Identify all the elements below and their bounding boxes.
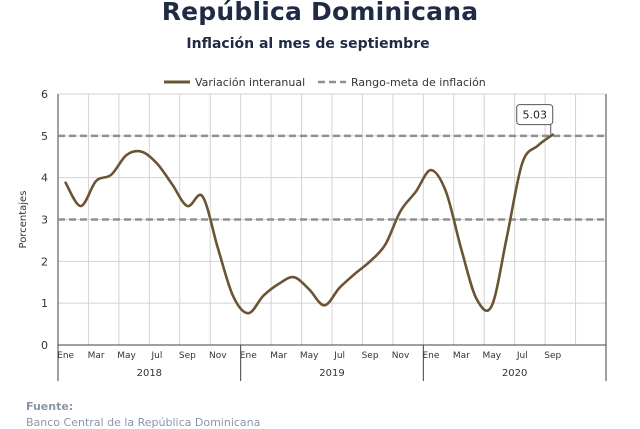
annotation-label: 5.03 xyxy=(522,109,547,122)
x-tick-label: Ene xyxy=(422,351,439,361)
y-tick-label: 2 xyxy=(41,255,48,268)
x-tick-label: Sep xyxy=(362,351,379,361)
y-tick-label: 6 xyxy=(41,88,48,101)
y-tick-label: 0 xyxy=(41,339,48,352)
x-tick-label: Sep xyxy=(179,351,196,361)
legend-label-target: Rango-meta de inflación xyxy=(351,76,486,89)
chart-subtitle: Inflación al mes de septiembre xyxy=(186,36,430,52)
x-tick-label: Sep xyxy=(544,351,561,361)
y-tick-label: 3 xyxy=(41,214,48,227)
x-tick-label: Mar xyxy=(453,351,470,361)
x-tick-label: May xyxy=(300,351,319,361)
year-label: 2020 xyxy=(502,368,527,379)
y-axis-title: Porcentajes xyxy=(18,191,29,249)
annotation-box xyxy=(516,104,554,126)
y-tick-label: 5 xyxy=(41,130,48,143)
inflation-series-line xyxy=(64,133,554,315)
y-tick-label: 4 xyxy=(41,172,48,185)
year-label: 2018 xyxy=(137,368,162,379)
x-tick-label: Nov xyxy=(392,351,410,361)
x-tick-label: Jul xyxy=(516,351,528,361)
x-tick-label: Nov xyxy=(209,351,227,361)
year-label: 2019 xyxy=(319,368,344,379)
source-label: Fuente: xyxy=(26,400,74,413)
legend-label-series: Variación interanual xyxy=(195,76,305,89)
x-tick-label: Mar xyxy=(88,351,105,361)
chart-title: República Dominicana xyxy=(161,0,479,26)
x-tick-label: Ene xyxy=(57,351,74,361)
y-tick-label: 1 xyxy=(41,297,48,310)
inflation-line-chart: 0 1 2 3 4 5 6 Porcentajes Ene Mar May Jul Sep Nov Ene M… xyxy=(18,76,607,381)
x-tick-label: May xyxy=(483,351,502,361)
x-tick-label: Ene xyxy=(240,351,257,361)
source-text: Banco Central de la República Dominicana xyxy=(26,416,261,429)
x-tick-label: Jul xyxy=(151,351,163,361)
x-tick-label: May xyxy=(117,351,136,361)
x-tick-label: Jul xyxy=(333,351,345,361)
x-tick-label: Mar xyxy=(270,351,287,361)
